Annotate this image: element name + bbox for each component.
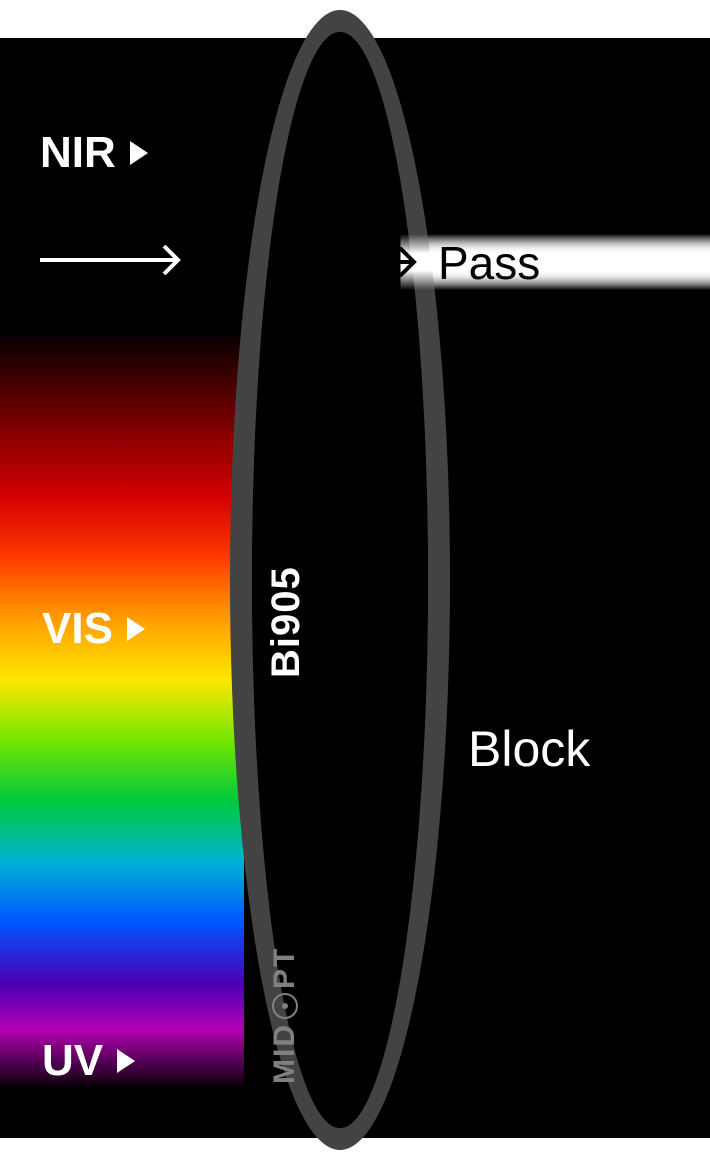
outgoing-arrow-icon [312, 244, 432, 280]
brand-pre: MID [268, 1023, 302, 1084]
triangle-icon [130, 141, 148, 165]
filter-model-label: Bi905 [264, 566, 309, 678]
brand-label: MID PT [268, 947, 302, 1084]
triangle-icon [117, 1049, 135, 1073]
pass-text: Pass [438, 237, 540, 289]
brand-post: PT [268, 947, 302, 989]
filter-model-text: Bi905 [264, 566, 308, 678]
pass-label: Pass [438, 236, 540, 290]
nir-label: NIR [40, 128, 148, 178]
block-text: Block [468, 721, 590, 777]
vis-label: VIS [42, 604, 145, 654]
nir-text: NIR [40, 128, 116, 178]
triangle-icon [127, 617, 145, 641]
uv-text: UV [42, 1036, 103, 1086]
uv-label: UV [42, 1036, 135, 1086]
incoming-arrow-icon [40, 242, 196, 278]
brand-o-icon [272, 993, 298, 1019]
block-label: Block [468, 720, 590, 778]
vis-text: VIS [42, 604, 113, 654]
spectrum-gradient [0, 330, 244, 1090]
diagram-stage: NIR VIS UV Pass Block Bi905 MID PT [0, 0, 710, 1162]
